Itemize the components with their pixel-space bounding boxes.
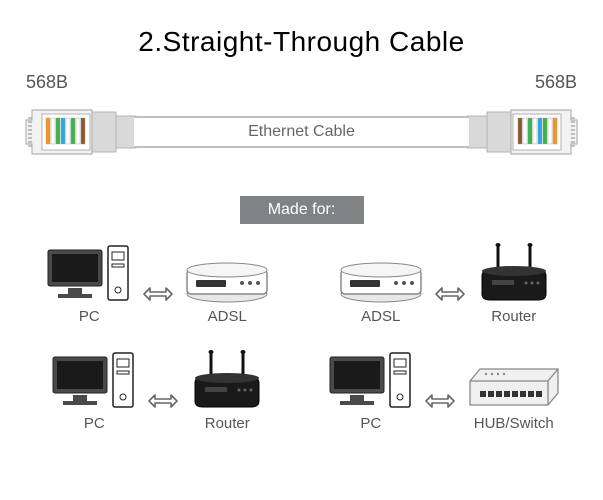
device-label: PC xyxy=(360,415,381,432)
adsl-icon xyxy=(184,242,270,304)
pc-icon xyxy=(46,242,132,304)
device-right: ADSL xyxy=(184,242,270,325)
device-label: PC xyxy=(84,415,105,432)
device-right: Router xyxy=(476,242,552,325)
cable-label: Ethernet Cable xyxy=(248,123,355,141)
device-label: Router xyxy=(491,308,536,325)
device-right: Router xyxy=(189,349,265,432)
device-left: ADSL xyxy=(338,242,424,325)
bidirectional-arrow-icon xyxy=(434,285,466,325)
device-label: ADSL xyxy=(208,308,247,325)
device-right: HUB/Switch xyxy=(466,349,562,432)
router-icon xyxy=(189,349,265,411)
made-for-badge: Made for: xyxy=(240,196,364,224)
device-left: PC xyxy=(51,349,137,432)
device-label: HUB/Switch xyxy=(474,415,554,432)
bidirectional-arrow-icon xyxy=(424,392,456,432)
rj45-connector-left xyxy=(22,100,137,169)
cable-diagram: 568B 568B Ethernet Cable xyxy=(0,72,603,192)
adsl-icon xyxy=(338,242,424,304)
use-case-pair: PC HUB/Switch xyxy=(317,349,574,432)
use-case-grid: PC ADSL ADSL xyxy=(0,242,603,432)
device-left: PC xyxy=(328,349,414,432)
device-label: ADSL xyxy=(361,308,400,325)
use-case-pair: PC Router xyxy=(30,349,287,432)
use-case-pair: PC ADSL xyxy=(30,242,287,325)
pc-icon xyxy=(51,349,137,411)
rj45-connector-right xyxy=(466,100,581,169)
bidirectional-arrow-icon xyxy=(142,285,174,325)
router-icon xyxy=(476,242,552,304)
page-title: 2.Straight-Through Cable xyxy=(0,0,603,58)
standard-label-left: 568B xyxy=(26,72,68,93)
device-left: PC xyxy=(46,242,132,325)
switch-icon xyxy=(466,349,562,411)
device-label: Router xyxy=(205,415,250,432)
cable-body: Ethernet Cable xyxy=(134,116,469,148)
use-case-pair: ADSL Router xyxy=(317,242,574,325)
bidirectional-arrow-icon xyxy=(147,392,179,432)
device-label: PC xyxy=(79,308,100,325)
standard-label-right: 568B xyxy=(535,72,577,93)
pc-icon xyxy=(328,349,414,411)
